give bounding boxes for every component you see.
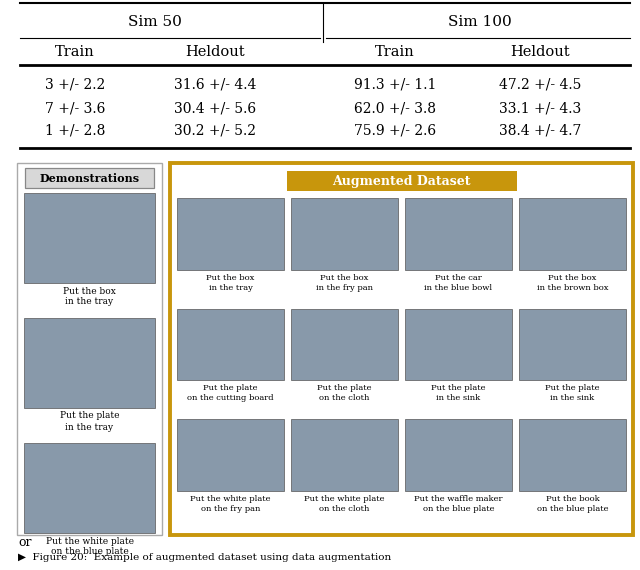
Text: on the blue plate: on the blue plate (51, 548, 129, 556)
Text: Demonstrations: Demonstrations (40, 173, 140, 184)
Text: Put the book: Put the book (546, 495, 600, 503)
Bar (287, 171, 516, 191)
Text: Put the plate: Put the plate (545, 384, 600, 392)
Text: 1 +/- 2.8: 1 +/- 2.8 (45, 124, 105, 138)
Text: Put the white plate: Put the white plate (190, 495, 271, 503)
Text: Sim 50: Sim 50 (128, 15, 182, 29)
Bar (405, 198, 512, 270)
Text: 7 +/- 3.6: 7 +/- 3.6 (45, 101, 105, 115)
Text: Train: Train (55, 45, 95, 59)
Bar (24, 443, 155, 533)
Text: in the fry pan: in the fry pan (316, 284, 373, 292)
Bar (177, 198, 284, 270)
Text: Put the plate: Put the plate (431, 384, 486, 392)
Bar (17, 163, 162, 535)
Text: on the cloth: on the cloth (319, 394, 370, 402)
Text: Put the box: Put the box (320, 274, 369, 282)
Text: Heldout: Heldout (185, 45, 245, 59)
Bar (405, 309, 512, 380)
Text: 30.4 +/- 5.6: 30.4 +/- 5.6 (174, 101, 256, 115)
Text: in the sink: in the sink (550, 394, 595, 402)
Text: Put the box: Put the box (548, 274, 596, 282)
Text: Put the white plate: Put the white plate (304, 495, 385, 503)
Text: in the brown box: in the brown box (537, 284, 608, 292)
Text: in the tray: in the tray (65, 422, 113, 431)
Text: Heldout: Heldout (510, 45, 570, 59)
Text: Put the waffle maker: Put the waffle maker (414, 495, 503, 503)
Text: Put the car: Put the car (435, 274, 482, 282)
Text: on the cloth: on the cloth (319, 505, 370, 513)
Bar (170, 163, 633, 535)
Text: on the cutting board: on the cutting board (187, 394, 274, 402)
Text: 31.6 +/- 4.4: 31.6 +/- 4.4 (174, 78, 256, 92)
Bar (24, 318, 155, 408)
Text: 38.4 +/- 4.7: 38.4 +/- 4.7 (499, 124, 581, 138)
Text: Put the plate: Put the plate (60, 412, 119, 421)
Text: Sim 100: Sim 100 (448, 15, 512, 29)
Text: on the blue plate: on the blue plate (423, 505, 494, 513)
Text: in the sink: in the sink (436, 394, 481, 402)
Bar (291, 420, 398, 491)
Bar (519, 309, 626, 380)
Text: Put the box: Put the box (63, 287, 116, 295)
Text: 75.9 +/- 2.6: 75.9 +/- 2.6 (354, 124, 436, 138)
Text: on the blue plate: on the blue plate (537, 505, 608, 513)
Text: 30.2 +/- 5.2: 30.2 +/- 5.2 (174, 124, 256, 138)
Text: in the tray: in the tray (209, 284, 252, 292)
Text: 47.2 +/- 4.5: 47.2 +/- 4.5 (499, 78, 581, 92)
Bar (24, 193, 155, 283)
Text: Put the box: Put the box (206, 274, 255, 282)
Text: 62.0 +/- 3.8: 62.0 +/- 3.8 (354, 101, 436, 115)
Bar (519, 420, 626, 491)
Text: Put the white plate: Put the white plate (45, 536, 134, 545)
Text: in the tray: in the tray (65, 298, 113, 307)
Text: 91.3 +/- 1.1: 91.3 +/- 1.1 (354, 78, 436, 92)
Bar (405, 420, 512, 491)
Bar (25, 168, 154, 188)
Text: on the fry pan: on the fry pan (201, 505, 260, 513)
Bar (177, 420, 284, 491)
Bar (519, 198, 626, 270)
Text: Put the plate: Put the plate (204, 384, 258, 392)
Text: Put the plate: Put the plate (317, 384, 372, 392)
Text: ▶  Figure 20:  Example of augmented dataset using data augmentation: ▶ Figure 20: Example of augmented datase… (18, 553, 391, 563)
Bar (291, 309, 398, 380)
Bar (291, 198, 398, 270)
Text: 33.1 +/- 4.3: 33.1 +/- 4.3 (499, 101, 581, 115)
Text: in the blue bowl: in the blue bowl (424, 284, 493, 292)
Text: 3 +/- 2.2: 3 +/- 2.2 (45, 78, 105, 92)
Text: Augmented Dataset: Augmented Dataset (332, 174, 471, 188)
Text: Train: Train (375, 45, 415, 59)
Text: or: or (18, 536, 31, 549)
Bar (177, 309, 284, 380)
